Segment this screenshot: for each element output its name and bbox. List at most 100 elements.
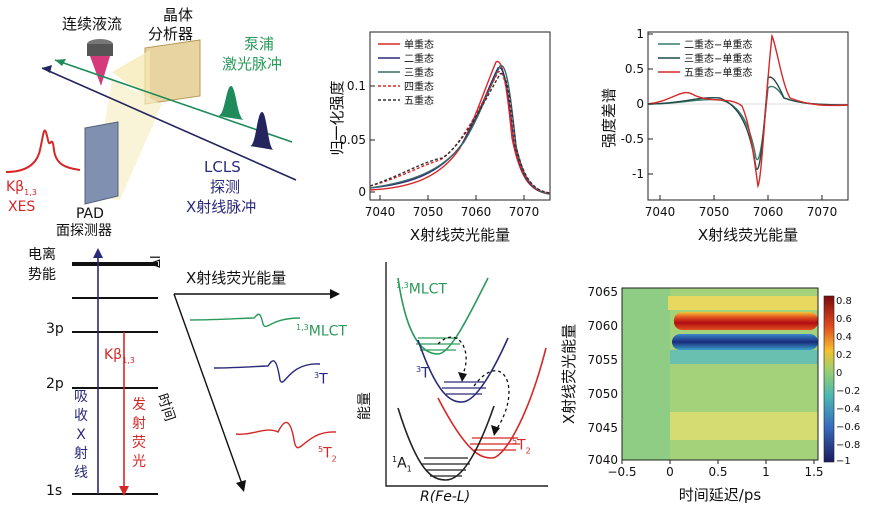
emit-char-2: 射 [132, 416, 146, 432]
y-tick-0: 0 [358, 185, 366, 199]
well-t3 [417, 337, 509, 403]
cbar-tick-neg-0.4: −0.4 [836, 404, 860, 415]
x-axis-label: X射线荧光能量 [698, 226, 798, 244]
x-tick-7040: 7040 [365, 205, 396, 219]
pec-mlct-label: 1,3MLCT [396, 281, 447, 298]
y-tick-0.5: 0.5 [625, 62, 644, 76]
absorb-char-3: X [76, 427, 86, 443]
well-a1 [397, 405, 495, 481]
y-tick-005: 0.05 [339, 133, 366, 147]
cbar-tick-neg-0.6: −0.6 [836, 422, 860, 433]
t5-sub: 2 [331, 454, 337, 464]
heatmap-chart: −0.5 0 0.5 1 1.5 7065 7060 7055 7050 704… [560, 285, 860, 504]
emission-arrow-head [119, 486, 129, 496]
well-mlct [397, 277, 489, 355]
potential-energy-diagram [385, 262, 548, 487]
well-t5 [437, 347, 547, 459]
y-tick-7060: 7060 [587, 319, 618, 333]
heatmap-frame [621, 287, 819, 461]
probe-label-3: X射线脉冲 [186, 198, 257, 216]
xes-line-symbol: Kβ [6, 179, 25, 195]
pec-y-label: 能量 [357, 392, 373, 420]
legend-triplet: 三重态 [404, 66, 434, 79]
y-tick-01: 0.1 [347, 79, 366, 93]
xes-line-sub: 1,3 [24, 187, 37, 197]
xes-line-label: Kβ1,3 [6, 179, 37, 198]
trace-t5 [235, 421, 337, 449]
fluorescence-fan-to-analyzer [112, 50, 150, 100]
y-axis-label: 归一化强度 [330, 80, 346, 155]
y-tick-7055: 7055 [587, 353, 618, 367]
trace-mlct [189, 313, 301, 328]
pec-t5-text: T [517, 437, 526, 454]
legend-singlet: 单重态 [404, 38, 434, 51]
pump-arrow-head [55, 59, 66, 66]
pec-a1-sup: 1 [392, 455, 398, 464]
curve-quartet [369, 70, 551, 194]
cbar-tick-0.4: 0.4 [836, 332, 852, 343]
pec-t3-sup: 3 [416, 365, 422, 374]
absorb-char-2: 收 [74, 408, 88, 424]
cbar-tick-0.8: 0.8 [836, 296, 852, 307]
t3-sup: 3 [314, 371, 320, 380]
crystal-analyzer-label-2: 分析器 [148, 25, 194, 43]
pec-t5-sup: 5 [512, 437, 518, 446]
t5-sup: 5 [318, 445, 324, 454]
liquid-jet-label: 连续液流 [62, 15, 123, 33]
x-tick-0: 0 [666, 465, 674, 479]
kb-symbol: Kβ [104, 347, 123, 363]
cbar-tick-0.2: 0.2 [836, 350, 852, 361]
pec-t5-label: 5T2 [512, 437, 531, 456]
time-axis-head [236, 480, 246, 492]
heatmap-band-yellow-top [668, 296, 818, 310]
pad-detector [84, 121, 119, 205]
absorption-arrow-head [93, 248, 103, 258]
xes-label: XES [8, 199, 36, 215]
normalized-intensity-chart: 7040 7050 7060 7070 0 0.05 0.1 单重态 二重态 三… [330, 31, 551, 244]
absorb-char-4: 射 [74, 446, 88, 462]
mlct-text: MLCT [308, 323, 347, 340]
probe-beam-line [41, 67, 297, 181]
level-1s-label: 1s [46, 483, 63, 499]
y-tick-7040: 7040 [587, 453, 618, 467]
legend-doublet-minus-singlet: 二重态−单重态 [684, 38, 752, 51]
pad-label-1: PAD [76, 206, 104, 222]
x-tick-neg-0.5: −0.5 [607, 465, 636, 479]
absorb-char-5: 线 [74, 465, 88, 481]
kb-sub: 1,3 [122, 355, 135, 365]
transition-arrow-2 [473, 370, 510, 431]
x-tick-7050: 7050 [413, 205, 444, 219]
delta-i-label: ΔI [149, 255, 164, 268]
curve-doublet [369, 66, 551, 195]
x-axis-label: X射线荧光能量 [410, 226, 510, 244]
emit-label: 发 射 荧 光 [130, 396, 148, 472]
x-tick-1.5: 1.5 [804, 465, 823, 479]
legend-quintet: 五重态 [404, 94, 434, 107]
pec-a1-label: 1A1 [392, 455, 412, 474]
pec-mlct-text: MLCT [408, 281, 447, 298]
legend-quintet-minus-singlet: 五重态−单重态 [684, 66, 752, 79]
trace-mlct-label: 1,3MLCT [296, 323, 347, 340]
y-tick-7050: 7050 [587, 387, 618, 401]
difference-spectrum-chart: 7040 7050 7060 7070 1 0.5 0 -0.5 -1 二重态−… [600, 28, 849, 244]
pec-t3-text: T [421, 365, 430, 382]
ionization-label-2: 势能 [28, 267, 56, 283]
transition-arrow-1 [437, 336, 467, 377]
diff-curve-quintet [647, 33, 849, 189]
level-3p-label: 3p [46, 321, 64, 337]
y-tick-7045: 7045 [587, 421, 618, 435]
time-axis-line [173, 293, 243, 485]
energy-axis-head [330, 289, 340, 299]
x-tick-7060: 7060 [461, 205, 492, 219]
energy-level-diagram [72, 248, 158, 496]
y-tick-neg-1: -1 [632, 167, 644, 181]
t5-text: T [323, 445, 332, 462]
x-tick-7070: 7070 [807, 205, 838, 219]
legend-triplet-minus-singlet: 三重态−单重态 [684, 52, 752, 65]
transition-arrow-1-head [458, 372, 467, 382]
trace-t3-label: 3T [314, 371, 328, 388]
colorbar [823, 295, 835, 463]
pump-pulse [218, 86, 244, 120]
pec-mlct-sup: 1,3 [396, 281, 409, 290]
